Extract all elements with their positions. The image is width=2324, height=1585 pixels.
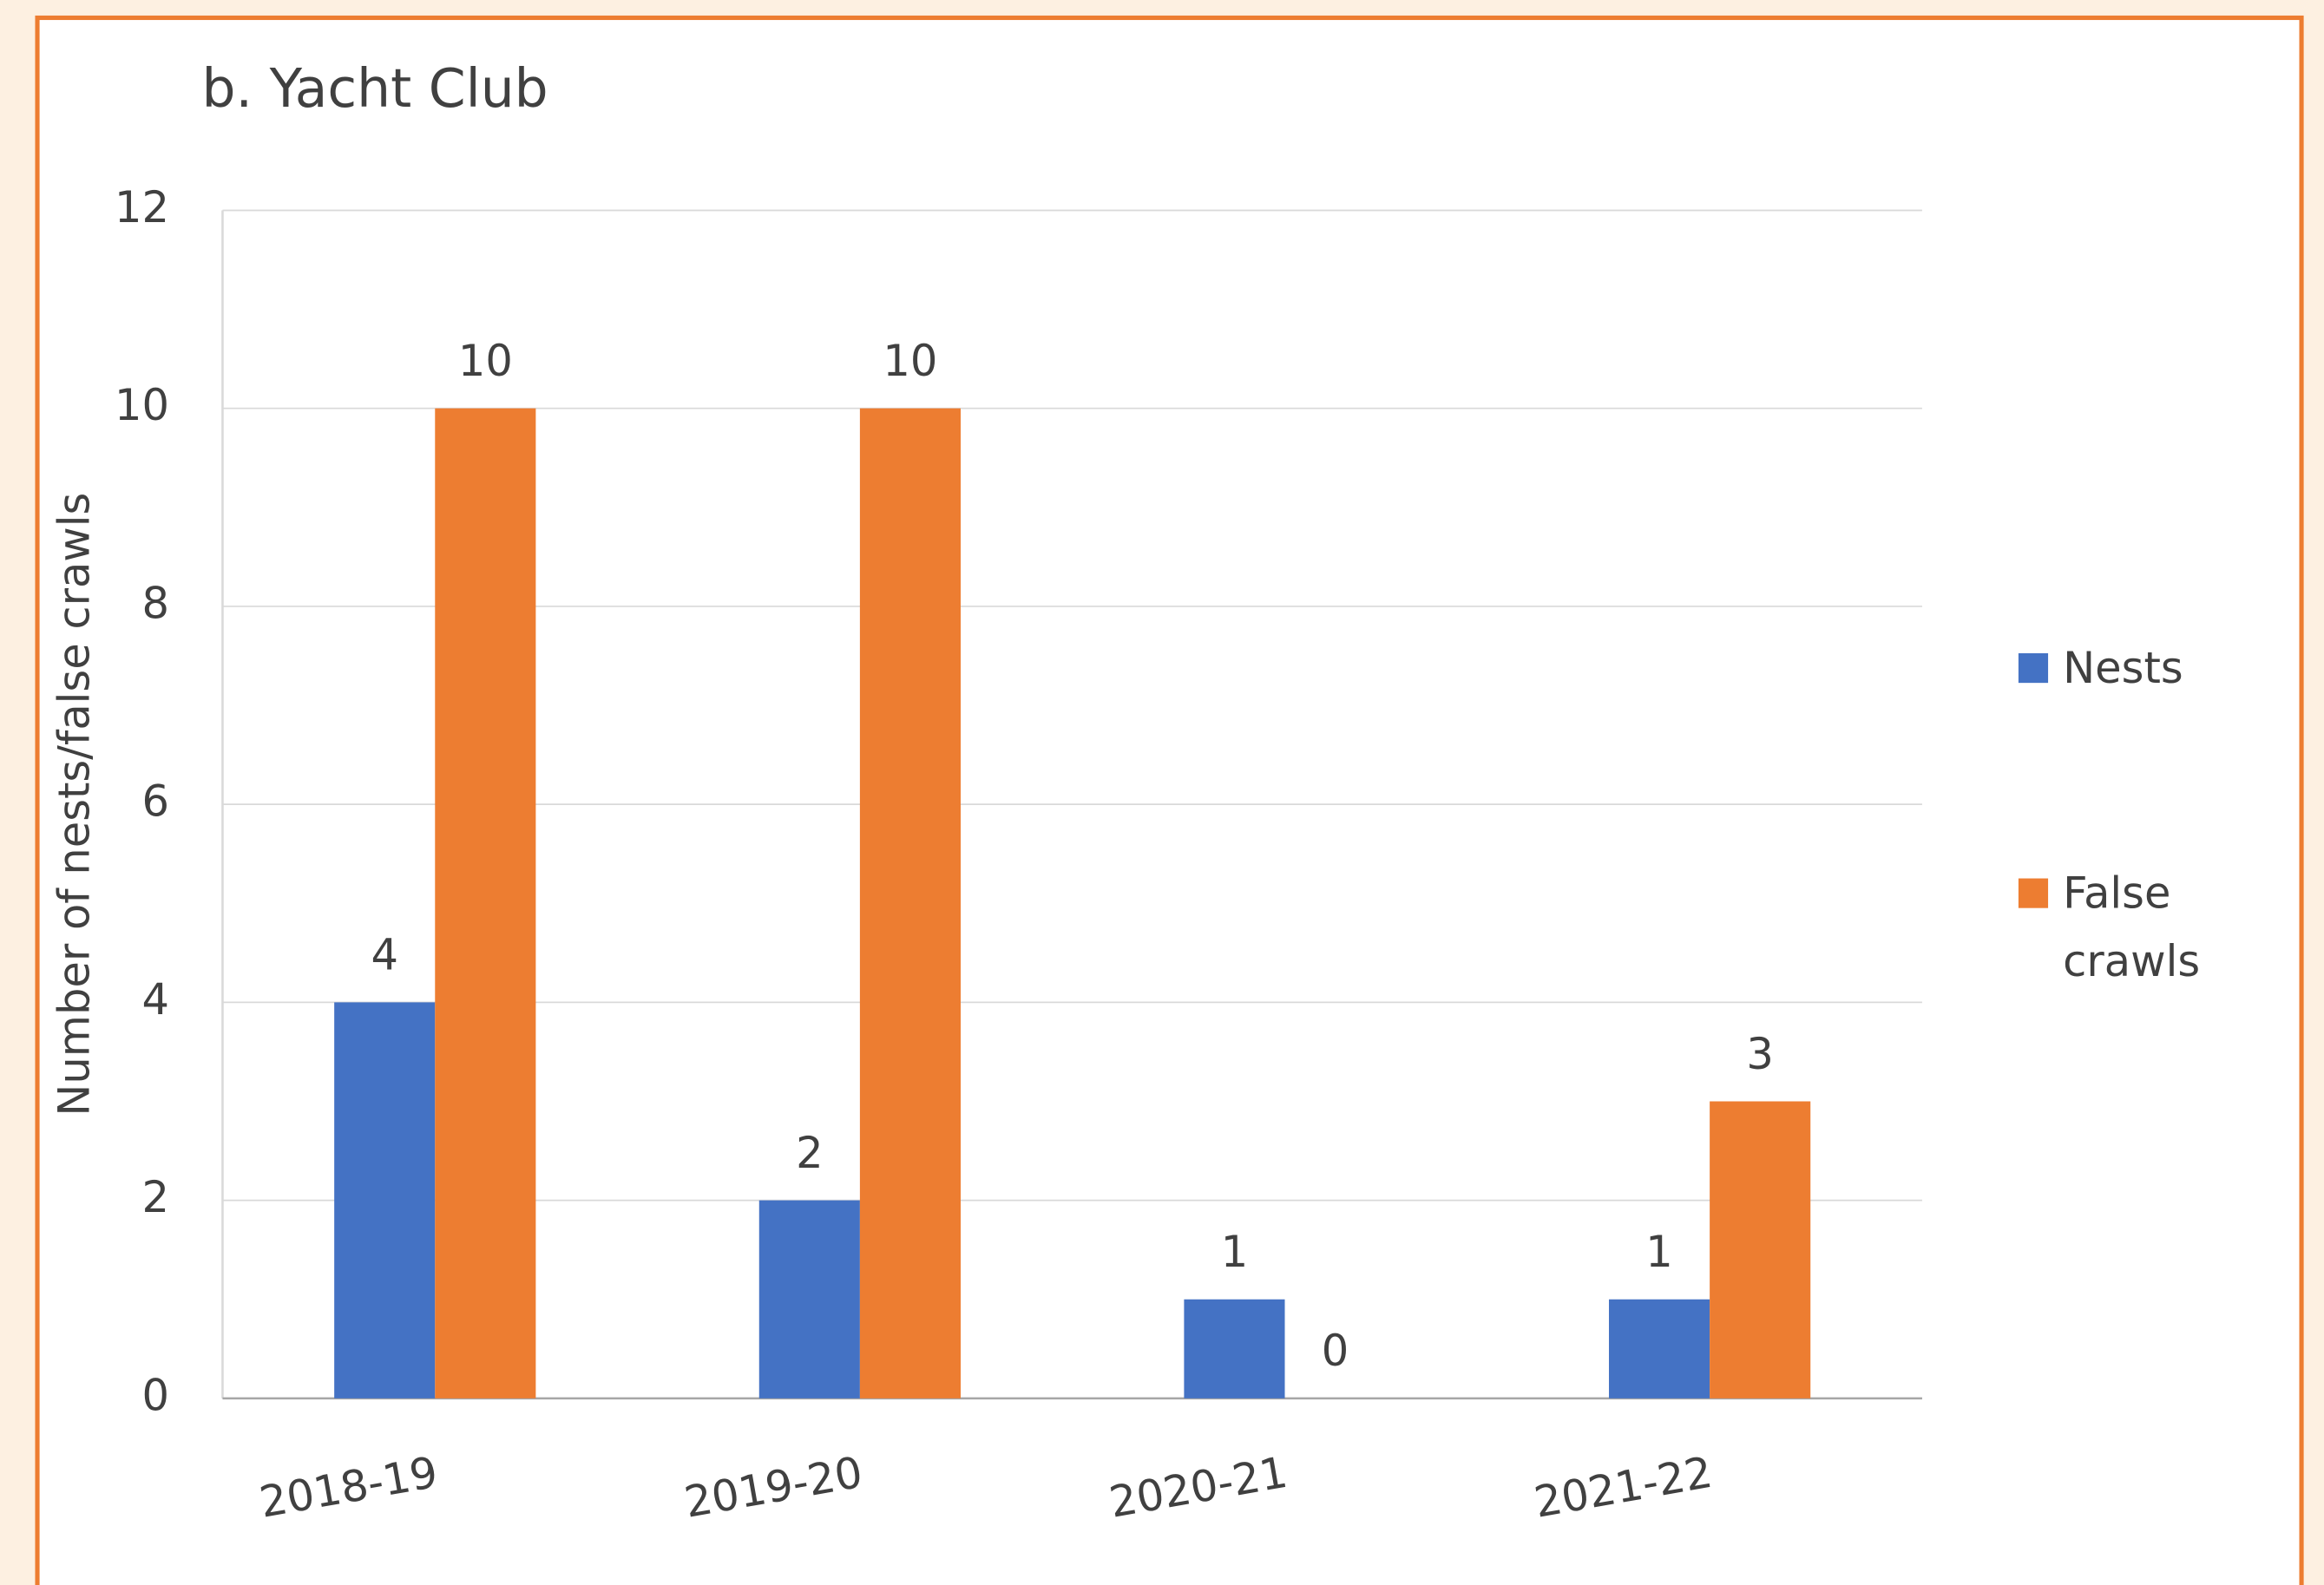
chart-title: b. Yacht Club xyxy=(202,58,548,120)
data-label: 1 xyxy=(1645,1227,1672,1277)
bar xyxy=(758,1200,860,1398)
y-tick-label: 8 xyxy=(141,578,169,628)
data-label: 0 xyxy=(1322,1326,1349,1376)
y-tick-label: 10 xyxy=(115,380,169,430)
legend-swatch xyxy=(2018,878,2049,908)
bar xyxy=(334,1002,436,1398)
legend-item: False crawls xyxy=(2063,868,2201,987)
data-label: 4 xyxy=(371,930,398,980)
legend-label: False crawls xyxy=(2063,868,2201,987)
data-label: 10 xyxy=(883,336,937,386)
legend-swatch xyxy=(2018,652,2049,684)
y-tick-label: 6 xyxy=(141,776,169,827)
legend-item: Nests xyxy=(2063,643,2183,694)
y-tick-label: 0 xyxy=(141,1370,169,1420)
data-label: 1 xyxy=(1221,1227,1249,1277)
bar xyxy=(1710,1101,1811,1398)
y-tick-label: 4 xyxy=(141,974,169,1025)
y-tick-label: 2 xyxy=(141,1172,169,1222)
data-label: 10 xyxy=(458,336,513,386)
bar xyxy=(435,408,536,1398)
bar xyxy=(859,408,961,1398)
y-axis-title: Number of nests/false crawls xyxy=(49,493,100,1117)
data-label: 3 xyxy=(1746,1029,1773,1079)
legend-label: Nests xyxy=(2063,643,2183,694)
bar xyxy=(1184,1299,1285,1398)
bar xyxy=(1609,1299,1710,1398)
data-label: 2 xyxy=(796,1128,824,1178)
y-tick-label: 12 xyxy=(115,182,169,233)
